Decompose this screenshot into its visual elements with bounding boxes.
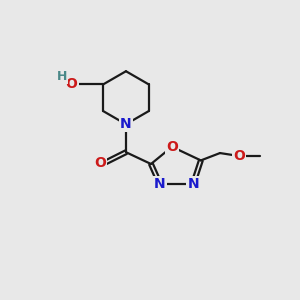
Text: N: N <box>120 117 132 131</box>
Text: O: O <box>233 149 245 163</box>
Text: N: N <box>154 177 166 191</box>
Text: O: O <box>66 77 77 92</box>
Text: O: O <box>94 155 106 170</box>
Text: H: H <box>57 70 67 83</box>
Text: N: N <box>187 177 199 191</box>
Text: O: O <box>166 140 178 154</box>
